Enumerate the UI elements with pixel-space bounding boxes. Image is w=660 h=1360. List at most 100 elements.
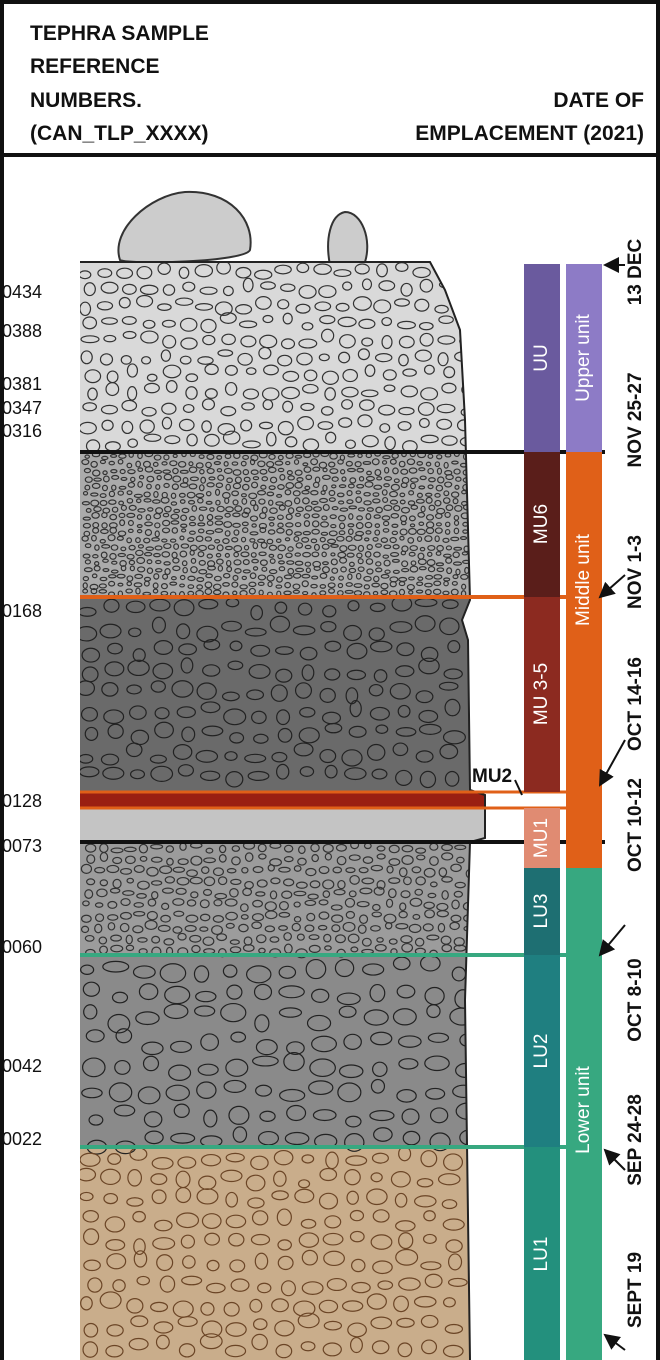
clast <box>439 743 459 760</box>
clast <box>206 467 215 475</box>
clast <box>109 526 118 534</box>
clast <box>420 1150 438 1168</box>
clast <box>310 583 318 589</box>
clast <box>336 855 347 866</box>
clast <box>94 544 100 551</box>
clast <box>285 482 295 490</box>
clast <box>302 551 312 558</box>
clast <box>196 1188 219 1205</box>
clast <box>199 913 211 922</box>
clast <box>179 535 185 541</box>
clast <box>361 337 374 347</box>
clast <box>277 544 287 552</box>
clast <box>436 567 445 573</box>
clast <box>383 544 392 550</box>
clast <box>387 888 397 899</box>
clast <box>127 1168 143 1187</box>
clast <box>129 769 146 780</box>
clast <box>223 461 229 467</box>
clast <box>292 490 301 497</box>
clast <box>226 565 233 573</box>
clast <box>370 1316 393 1330</box>
clast <box>267 581 273 588</box>
clast <box>82 1341 99 1358</box>
clast <box>294 1188 315 1204</box>
clast <box>426 934 440 941</box>
clast <box>162 573 169 580</box>
clast <box>138 983 159 1001</box>
clast <box>151 616 167 634</box>
clast <box>454 844 467 851</box>
clast <box>371 1061 388 1078</box>
clast <box>335 302 350 312</box>
clast <box>203 433 220 447</box>
clast <box>370 925 381 932</box>
clast <box>286 1041 305 1056</box>
clast <box>301 1249 319 1266</box>
clast <box>102 568 110 573</box>
clast <box>298 727 320 744</box>
clast <box>410 504 419 510</box>
clast <box>366 470 372 476</box>
clast <box>276 493 283 498</box>
clast <box>311 575 319 580</box>
clast <box>82 900 90 907</box>
clast <box>90 492 99 497</box>
clast <box>224 530 231 537</box>
clast <box>248 492 258 500</box>
clast <box>196 576 205 583</box>
clast <box>441 382 457 394</box>
clast <box>337 459 344 465</box>
clast <box>223 708 247 726</box>
clast <box>277 299 290 310</box>
clast <box>321 543 330 550</box>
clast <box>327 582 336 589</box>
clast <box>251 523 257 528</box>
clast <box>196 1081 217 1099</box>
clast <box>348 561 355 567</box>
clast <box>418 521 425 527</box>
clast <box>98 589 108 594</box>
clast <box>225 1322 247 1337</box>
clast <box>247 1197 265 1209</box>
clast <box>424 582 433 588</box>
clast <box>205 490 212 497</box>
clast <box>314 301 332 312</box>
clast <box>251 1333 268 1351</box>
clast <box>154 530 160 538</box>
clast <box>104 661 125 677</box>
clast <box>445 545 453 551</box>
clast <box>354 461 362 468</box>
clast <box>301 580 309 588</box>
clast <box>143 1111 163 1128</box>
clast <box>419 332 434 347</box>
clast <box>401 1108 420 1125</box>
clast <box>376 476 383 481</box>
clast <box>120 898 131 907</box>
clast <box>255 296 272 310</box>
clast <box>435 512 443 520</box>
clast <box>143 382 160 394</box>
clast <box>293 865 302 872</box>
clast <box>395 1248 419 1266</box>
clast <box>281 386 300 400</box>
clast <box>268 453 276 460</box>
clast <box>392 569 400 575</box>
clast <box>267 466 277 474</box>
clast <box>276 1208 292 1226</box>
clast <box>294 682 313 699</box>
clast <box>161 519 171 527</box>
clast <box>187 584 195 589</box>
clast <box>150 680 166 693</box>
clast <box>250 469 259 476</box>
clast <box>199 770 221 782</box>
clast <box>152 461 159 467</box>
clast <box>302 590 309 596</box>
clast <box>84 484 91 491</box>
clast <box>277 354 293 367</box>
clast <box>331 924 341 933</box>
clast <box>257 843 267 853</box>
clast <box>214 488 221 496</box>
clast <box>425 1087 446 1100</box>
clast <box>101 544 111 549</box>
